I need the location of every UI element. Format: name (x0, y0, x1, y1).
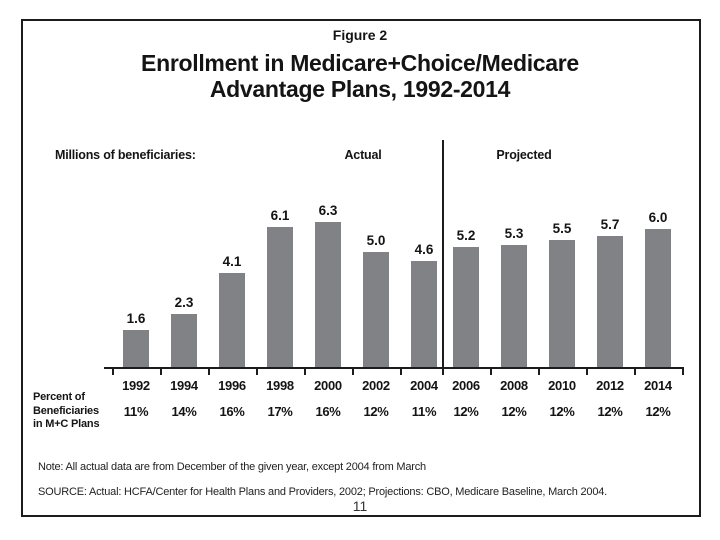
bar-value-label: 6.0 (648, 210, 668, 225)
bar-1992 (123, 330, 149, 367)
percent-label: 11% (411, 404, 437, 419)
actual-projected-divider (442, 140, 444, 368)
axis-tick (256, 367, 258, 375)
percent-label: 16% (315, 404, 341, 419)
percent-label: 14% (171, 404, 197, 419)
year-label: 2010 (548, 378, 576, 393)
percent-label: 12% (549, 404, 575, 419)
bar-value-label: 5.5 (552, 221, 572, 236)
percent-label: 12% (645, 404, 671, 419)
percent-label: 12% (501, 404, 527, 419)
percent-row-label: Percent of Beneficiaries in M+C Plans (33, 391, 100, 432)
percent-row-label-line1: Percent of (33, 391, 85, 403)
section-label-projected: Projected (496, 148, 552, 162)
percent-label: 12% (597, 404, 623, 419)
bar-value-label: 6.1 (270, 208, 290, 223)
axis-tick (490, 367, 492, 375)
percent-label: 16% (219, 404, 245, 419)
year-label: 1998 (266, 378, 294, 393)
percent-row-label-line2: Beneficiaries (33, 404, 99, 417)
axis-tick (400, 367, 402, 375)
bar-1994 (171, 314, 197, 367)
bar-2014 (645, 229, 671, 367)
year-label: 1996 (218, 378, 246, 393)
year-label: 2014 (644, 378, 672, 393)
percent-label: 17% (267, 404, 293, 419)
year-label: 2006 (452, 378, 480, 393)
year-label: 2004 (410, 378, 438, 393)
axis-tick (160, 367, 162, 375)
bar-2004 (411, 261, 437, 367)
year-label: 2002 (362, 378, 390, 393)
units-label: Millions of beneficiaries: (55, 148, 196, 162)
axis-tick (352, 367, 354, 375)
axis-tick (682, 367, 684, 375)
bar-2002 (363, 252, 389, 367)
bar-value-label: 1.6 (126, 311, 146, 326)
bar-1998 (267, 227, 293, 367)
year-label: 2012 (596, 378, 624, 393)
bar-value-label: 5.3 (504, 226, 524, 241)
percent-label: 12% (363, 404, 389, 419)
bar-2010 (549, 240, 575, 367)
x-axis-line (104, 367, 684, 369)
figure-label: Figure 2 (332, 27, 388, 43)
chart-title-line2: Advantage Plans, 1992-2014 (209, 76, 511, 102)
bar-value-label: 5.0 (366, 233, 386, 248)
axis-tick (442, 367, 444, 375)
axis-tick (208, 367, 210, 375)
bar-2008 (501, 245, 527, 367)
bar-value-label: 2.3 (174, 295, 194, 310)
percent-label: 11% (123, 404, 149, 419)
section-label-actual: Actual (344, 148, 382, 162)
percent-row-label-line3: in M+C Plans (33, 418, 100, 430)
bar-value-label: 6.3 (318, 203, 338, 218)
bar-2000 (315, 222, 341, 367)
percent-label: 12% (453, 404, 479, 419)
source-text: SOURCE: Actual: HCFA/Center for Health P… (38, 486, 608, 498)
bar-value-label: 4.1 (222, 254, 242, 269)
page-number: 11 (352, 498, 368, 514)
axis-tick (586, 367, 588, 375)
note-text: Note: All actual data are from December … (38, 461, 426, 473)
axis-tick (112, 367, 114, 375)
year-label: 1994 (170, 378, 198, 393)
year-label: 2008 (500, 378, 528, 393)
bar-1996 (219, 273, 245, 367)
chart-title-line1: Enrollment in Medicare+Choice/Medicare (141, 50, 579, 76)
bar-2012 (597, 236, 623, 367)
bar-value-label: 5.2 (456, 228, 476, 243)
axis-tick (634, 367, 636, 375)
year-label: 1992 (122, 378, 150, 393)
axis-tick (304, 367, 306, 375)
year-label: 2000 (314, 378, 342, 393)
axis-tick (538, 367, 540, 375)
bar-value-label: 4.6 (414, 242, 434, 257)
bar-value-label: 5.7 (600, 217, 620, 232)
slide-frame (21, 19, 701, 517)
bar-2006 (453, 247, 479, 367)
